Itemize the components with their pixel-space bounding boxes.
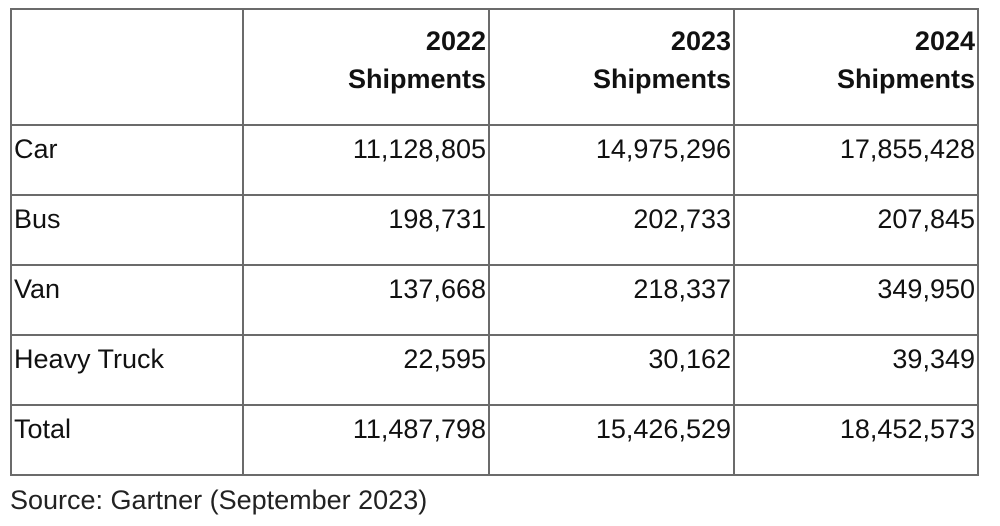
cell-value: 30,162 [488, 334, 735, 406]
row-label: Bus [10, 194, 244, 266]
row-label: Total [10, 404, 244, 476]
row-label: Heavy Truck [10, 334, 244, 406]
header-label: Shipments [347, 64, 486, 94]
header-row: 2022 Shipments 2023 Shipments 2024 Shipment… [10, 8, 979, 126]
header-2024: 2024 Shipments [733, 8, 979, 126]
shipments-table: 2022 Shipments 2023 Shipments 2024 Shipment… [10, 8, 979, 476]
header-2022: 2022 Shipments [242, 8, 490, 126]
cell-value: 218,337 [488, 264, 735, 336]
cell-value: 11,128,805 [242, 124, 490, 196]
row-label: Car [10, 124, 244, 196]
header-year: 2022 [425, 26, 486, 56]
cell-value: 18,452,573 [733, 404, 979, 476]
cell-value: 14,975,296 [488, 124, 735, 196]
table-row: Heavy Truck 22,595 30,162 39,349 [10, 334, 979, 406]
header-label: Shipments [592, 64, 731, 94]
header-year: 2023 [670, 26, 731, 56]
cell-value: 207,845 [733, 194, 979, 266]
header-empty [10, 8, 244, 126]
table-row: Bus 198,731 202,733 207,845 [10, 194, 979, 266]
header-year: 2024 [914, 26, 975, 56]
cell-value: 39,349 [733, 334, 979, 406]
cell-value: 349,950 [733, 264, 979, 336]
table-row-total: Total 11,487,798 15,426,529 18,452,573 [10, 404, 979, 476]
cell-value: 22,595 [242, 334, 490, 406]
table-row: Car 11,128,805 14,975,296 17,855,428 [10, 124, 979, 196]
header-2023: 2023 Shipments [488, 8, 735, 126]
cell-value: 137,668 [242, 264, 490, 336]
cell-value: 11,487,798 [242, 404, 490, 476]
cell-value: 198,731 [242, 194, 490, 266]
table-row: Van 137,668 218,337 349,950 [10, 264, 979, 336]
source-note: Source: Gartner (September 2023) [10, 485, 428, 515]
cell-value: 17,855,428 [733, 124, 979, 196]
row-label: Van [10, 264, 244, 336]
cell-value: 15,426,529 [488, 404, 735, 476]
cell-value: 202,733 [488, 194, 735, 266]
header-label: Shipments [836, 64, 975, 94]
